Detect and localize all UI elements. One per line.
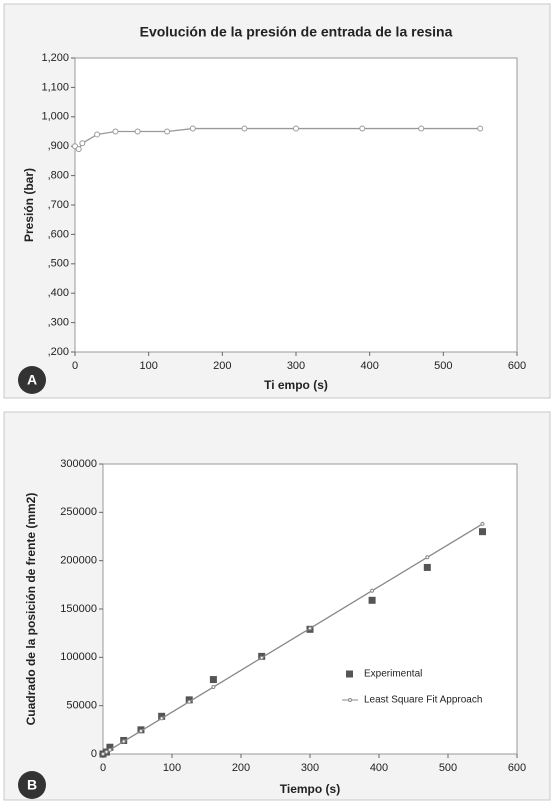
data-point bbox=[158, 712, 166, 720]
data-point bbox=[164, 128, 171, 135]
y-tick-label: ,300 bbox=[48, 317, 69, 329]
legend-label: Least Square Fit Approach bbox=[364, 695, 482, 706]
y-tick-label: 100000 bbox=[60, 651, 97, 663]
data-point bbox=[106, 743, 114, 751]
x-tick-label: 600 bbox=[508, 360, 526, 372]
panel-badge bbox=[18, 771, 46, 799]
x-tick-label: 500 bbox=[439, 762, 457, 774]
y-tick-label: ,900 bbox=[48, 140, 69, 152]
data-point bbox=[211, 685, 216, 690]
legend-label: Experimental bbox=[364, 669, 422, 680]
data-point bbox=[112, 128, 119, 135]
data-point bbox=[241, 125, 248, 132]
data-point bbox=[94, 131, 101, 138]
data-point bbox=[187, 699, 192, 704]
data-point bbox=[480, 521, 485, 526]
y-tick-label: 300000 bbox=[60, 458, 97, 470]
x-tick-label: 100 bbox=[163, 762, 181, 774]
data-point bbox=[368, 596, 376, 604]
y-tick-label: ,700 bbox=[48, 199, 69, 211]
plot-area bbox=[74, 57, 518, 353]
y-tick-label: 250000 bbox=[60, 506, 97, 518]
panel-label: B bbox=[27, 777, 37, 793]
data-point bbox=[259, 655, 264, 660]
panel-label: A bbox=[27, 372, 37, 388]
data-point bbox=[134, 128, 141, 135]
legend-marker bbox=[348, 698, 352, 702]
y-tick-label: ,200 bbox=[48, 346, 69, 358]
y-tick-label: 1,100 bbox=[41, 81, 69, 93]
x-axis-label: Tiempo (s) bbox=[280, 782, 340, 796]
y-tick-label: ,400 bbox=[48, 287, 69, 299]
panel-badge bbox=[18, 366, 46, 394]
x-tick-label: 300 bbox=[301, 762, 319, 774]
data-point bbox=[101, 752, 105, 756]
data-point bbox=[121, 739, 126, 744]
chart-title: Evolución de la presión de entrada de la… bbox=[140, 24, 453, 40]
data-point bbox=[79, 140, 86, 147]
x-tick-label: 600 bbox=[508, 762, 526, 774]
y-tick-label: 150000 bbox=[60, 603, 97, 615]
x-tick-label: 0 bbox=[72, 360, 78, 372]
y-tick-label: ,800 bbox=[48, 170, 69, 182]
y-tick-label: 0 bbox=[91, 748, 97, 760]
data-point bbox=[423, 563, 431, 571]
x-tick-label: 400 bbox=[360, 360, 378, 372]
y-tick-label: ,500 bbox=[48, 258, 69, 270]
data-point bbox=[138, 728, 143, 733]
x-tick-label: 0 bbox=[100, 762, 106, 774]
x-axis-label: Ti empo (s) bbox=[264, 378, 328, 392]
data-point bbox=[75, 146, 82, 153]
y-tick-label: 1,000 bbox=[41, 111, 69, 123]
x-tick-label: 200 bbox=[213, 360, 231, 372]
plot-area bbox=[102, 463, 518, 755]
legend-marker bbox=[346, 670, 353, 678]
data-point bbox=[189, 125, 196, 132]
y-tick-label: 1,200 bbox=[41, 52, 69, 64]
data-point bbox=[425, 555, 430, 560]
data-point bbox=[370, 588, 375, 593]
data-point bbox=[159, 716, 164, 721]
y-axis-label: Cuadrado de la posición de frente (mm2) bbox=[24, 493, 38, 726]
data-point bbox=[293, 125, 299, 132]
data-point bbox=[107, 747, 112, 752]
x-tick-label: 200 bbox=[232, 762, 250, 774]
x-tick-label: 300 bbox=[287, 360, 305, 372]
data-point bbox=[479, 528, 486, 536]
data-point bbox=[477, 125, 484, 132]
x-tick-label: 500 bbox=[434, 360, 452, 372]
y-tick-label: 50000 bbox=[66, 700, 97, 712]
data-point bbox=[359, 125, 366, 132]
y-tick-label: ,600 bbox=[48, 228, 69, 240]
y-tick-label: 200000 bbox=[60, 555, 97, 567]
x-tick-label: 400 bbox=[370, 762, 388, 774]
data-point bbox=[418, 125, 425, 132]
y-axis-label: Presión (bar) bbox=[22, 168, 36, 242]
x-tick-label: 100 bbox=[139, 360, 157, 372]
data-point bbox=[308, 626, 312, 631]
data-point bbox=[209, 676, 217, 684]
data-point bbox=[104, 749, 109, 754]
